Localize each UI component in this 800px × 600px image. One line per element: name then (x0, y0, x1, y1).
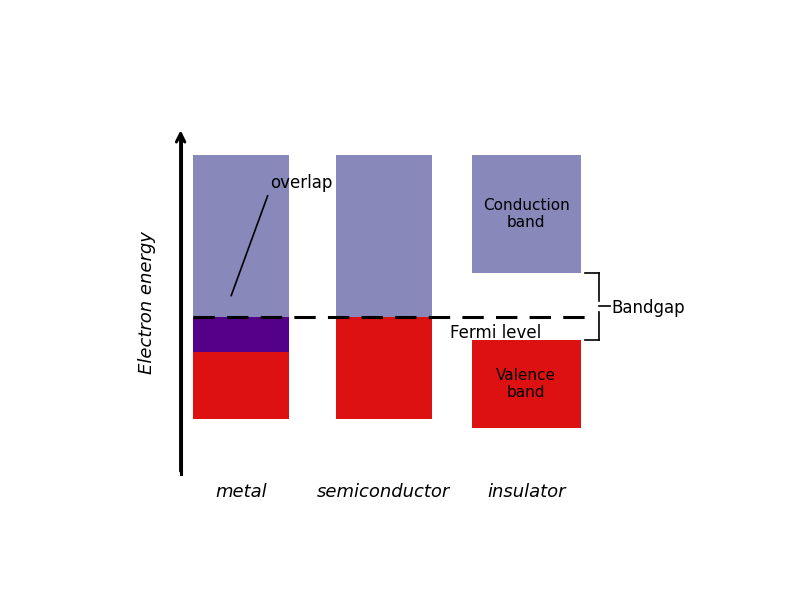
Text: Electron energy: Electron energy (138, 232, 155, 374)
Text: semiconductor: semiconductor (317, 484, 450, 502)
Bar (336, 155, 432, 317)
Text: overlap: overlap (270, 174, 333, 192)
Text: insulator: insulator (487, 484, 566, 502)
Text: Conduction
band: Conduction band (483, 198, 570, 230)
Text: Fermi level: Fermi level (450, 324, 542, 342)
Bar (193, 317, 289, 419)
Bar (336, 317, 432, 419)
Bar (193, 155, 289, 352)
Bar (193, 317, 289, 352)
Text: metal: metal (215, 484, 267, 502)
Bar (472, 155, 581, 273)
Text: Bandgap: Bandgap (611, 299, 685, 317)
Bar (472, 340, 581, 428)
Text: Valence
band: Valence band (496, 368, 556, 400)
